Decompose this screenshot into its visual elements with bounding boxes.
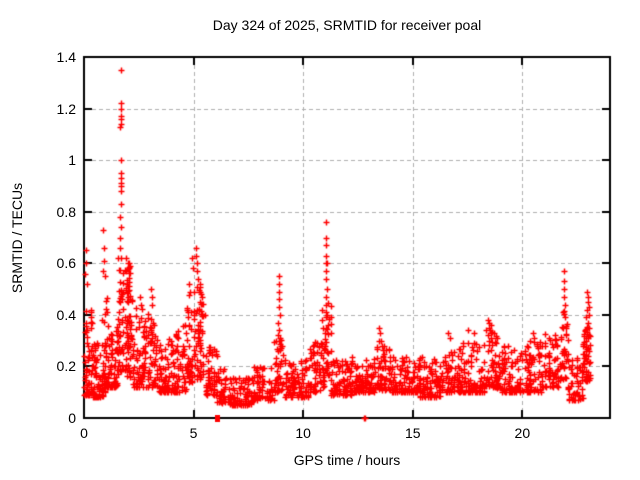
y-tick-label: 0.2 (56, 358, 76, 375)
y-tick-label: 1.4 (56, 49, 76, 65)
x-tick-label: 20 (514, 425, 531, 441)
y-tick-label: 0.4 (56, 306, 76, 323)
y-tick-label: 0.8 (56, 203, 76, 220)
y-tick-label: 0.6 (56, 255, 76, 272)
y-tick-label: 1.2 (56, 100, 76, 117)
y-tick-label: 0 (68, 410, 76, 426)
x-tick-label: 10 (295, 425, 311, 441)
x-tick-label: 15 (404, 425, 421, 441)
x-axis-label: GPS time / hours (293, 452, 401, 468)
x-tick-label: 5 (189, 425, 198, 441)
chart-title: Day 324 of 2025, SRMTID for receiver poa… (212, 17, 482, 33)
y-tick-label: 1 (68, 152, 76, 169)
y-axis-label: SRMTID / TECUs (9, 182, 25, 294)
x-tick-label: 0 (80, 425, 88, 441)
